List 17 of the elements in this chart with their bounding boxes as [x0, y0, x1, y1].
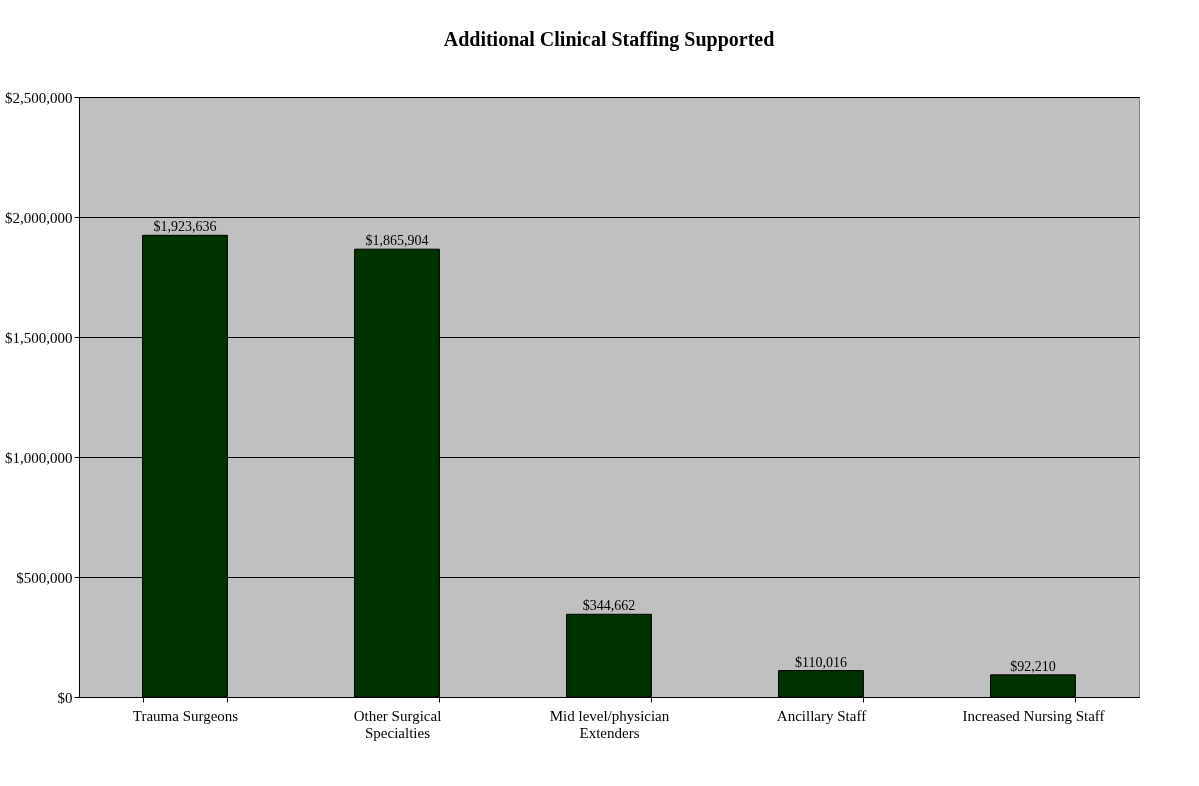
data-label: $110,016 — [795, 654, 847, 670]
y-tick-label: $500,000 — [16, 569, 73, 586]
y-tick-label: $0 — [57, 689, 73, 706]
x-tick-label: Increased Nursing Staff — [962, 707, 1105, 724]
data-label: $344,662 — [582, 598, 636, 614]
x-tick-label: Mid level/physician Extenders — [549, 707, 670, 741]
chart-title: Additional Clinical Staffing Supported — [443, 28, 775, 51]
data-label: $92,210 — [1010, 658, 1056, 674]
x-tick-label: Ancillary Staff — [776, 707, 867, 724]
y-tick-label: $1,500,000 — [5, 329, 73, 346]
y-tick-label: $2,000,000 — [5, 209, 73, 226]
x-tick-label: Trauma Surgeons — [132, 707, 239, 724]
x-tick-label: Other Surgical Specialties — [353, 707, 442, 741]
data-label: $1,865,904 — [365, 233, 429, 249]
data-label: $1,923,636 — [153, 219, 217, 235]
y-tick-label: $2,500,000 — [5, 89, 73, 106]
y-tick-label: $1,000,000 — [5, 449, 73, 466]
